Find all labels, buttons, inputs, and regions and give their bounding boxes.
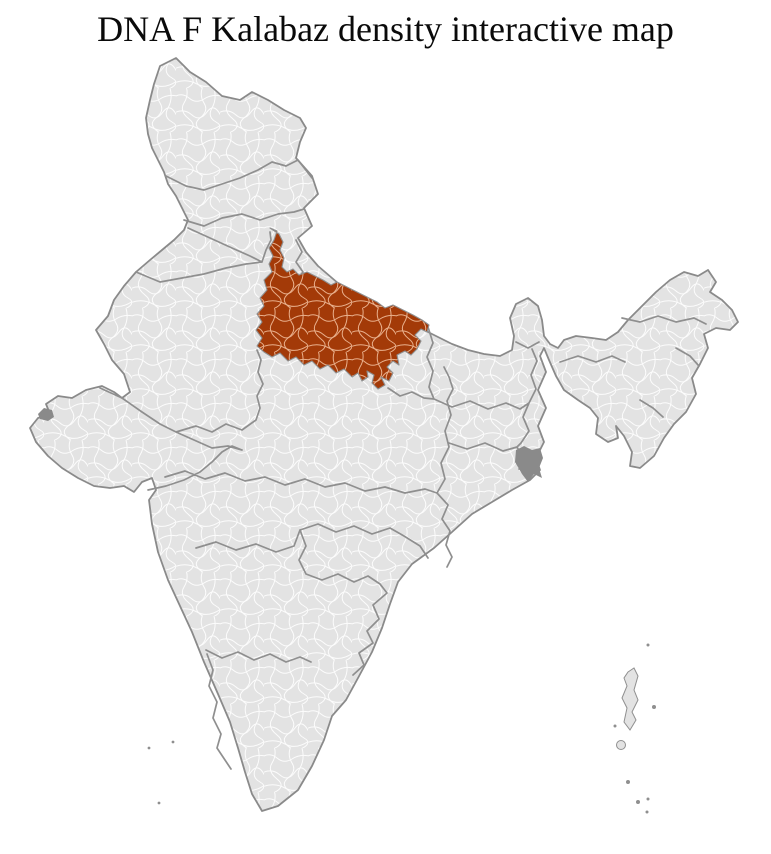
sundarbans-delta-patch — [515, 446, 543, 482]
page-title: DNA F Kalabaz density interactive map — [97, 9, 674, 49]
andaman-nicobar-islands — [613, 643, 656, 814]
state-borders — [99, 159, 707, 770]
highlighted-density-region[interactable] — [255, 227, 430, 390]
kutch-patch — [38, 408, 54, 421]
lakshadweep-islands — [147, 740, 175, 805]
india-landmass[interactable] — [29, 57, 739, 812]
